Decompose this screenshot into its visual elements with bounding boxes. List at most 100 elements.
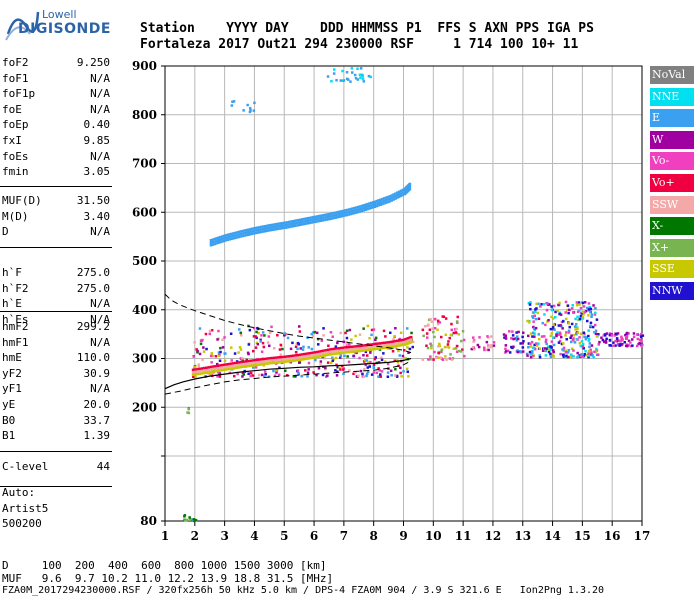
echo-point [437, 351, 441, 355]
trace-point [265, 357, 269, 360]
trace-point [256, 361, 259, 364]
param-clevel: C-level 44 [2, 460, 110, 476]
echo-point [603, 340, 606, 344]
trace-point [368, 346, 371, 349]
trace-point [401, 188, 405, 192]
trace-point [370, 201, 373, 205]
trace-point [252, 359, 256, 362]
echo-point [429, 342, 432, 346]
trace-point [297, 221, 300, 224]
echo-point [247, 352, 250, 356]
echo-point [245, 358, 248, 362]
y-tick-label: 200 [132, 400, 157, 414]
trace-point [397, 344, 401, 347]
echo-point [281, 347, 284, 351]
echo-point [386, 371, 390, 374]
echo-point [554, 310, 557, 314]
param-b1: B1 1.39 [2, 429, 110, 445]
echo-point [562, 320, 565, 323]
echo-point [594, 323, 597, 327]
echo-point [485, 340, 489, 344]
echo-point [581, 301, 585, 305]
param-label: MUF(D) [2, 194, 42, 207]
echo-point [432, 358, 435, 361]
trace-point [401, 338, 405, 342]
trace-point [217, 236, 220, 239]
echo-point [547, 319, 550, 322]
trace-point [401, 343, 405, 347]
trace-point [315, 217, 319, 221]
echo-point [406, 327, 409, 330]
footer-distance-row: D 100 200 400 600 800 1000 1500 3000 [km… [2, 559, 327, 572]
param-label: h`Es [2, 312, 29, 326]
trace-point [297, 218, 300, 222]
echo-point [533, 343, 536, 347]
echo-point [534, 317, 538, 321]
trace-point [310, 218, 313, 222]
echo-point [260, 350, 264, 353]
trace-point [355, 208, 358, 212]
echo-point [444, 333, 447, 336]
trace-point [215, 242, 218, 245]
echo-point [557, 303, 560, 307]
trace-point [394, 342, 397, 345]
echo-point [183, 515, 186, 518]
echo-point [504, 347, 507, 351]
trace-point [321, 219, 324, 222]
trace-point [401, 191, 405, 194]
trace-point [274, 361, 278, 364]
echo-point [251, 374, 255, 377]
echo-point [578, 336, 581, 339]
trace-point [396, 342, 399, 345]
trace-point [243, 365, 246, 368]
echo-point [366, 372, 369, 375]
echo-point [640, 339, 643, 342]
trace-point [267, 229, 270, 232]
param-hes: h`Es N/A [2, 313, 110, 329]
trace-point [301, 353, 304, 356]
trace-point [325, 353, 328, 357]
echo-point [278, 366, 281, 369]
echo-point [421, 328, 425, 332]
echo-point [267, 335, 271, 338]
trace-point [297, 353, 300, 357]
echo-point [369, 351, 372, 354]
echo-point [359, 369, 363, 373]
echo-point [516, 337, 520, 341]
trace-point [211, 367, 215, 371]
trace-point [271, 359, 274, 362]
echo-point [223, 336, 226, 339]
trace-point [327, 353, 330, 356]
trace-point [207, 371, 210, 374]
trace-point [271, 361, 274, 365]
echo-point [334, 345, 338, 348]
echo-point [624, 344, 628, 348]
echo-point [199, 342, 203, 346]
trace-point [276, 222, 280, 226]
param-value: N/A [90, 149, 110, 163]
echo-point [235, 360, 239, 363]
echo-point [359, 67, 363, 70]
trace-point [329, 348, 332, 351]
trace-point [371, 348, 375, 351]
trace-point [239, 232, 242, 236]
echo-point [588, 338, 591, 341]
trace-point [327, 213, 330, 216]
echo-point [377, 367, 380, 370]
trace-point [375, 204, 379, 208]
echo-point [236, 372, 239, 376]
trace-point [325, 218, 328, 221]
echo-point [389, 347, 392, 350]
trace-point [310, 351, 313, 355]
echo-point [322, 327, 325, 330]
param-fof1: foF1 N/A [2, 72, 110, 88]
echo-point [382, 352, 385, 355]
echo-point [188, 518, 191, 521]
echo-point [502, 333, 506, 336]
echo-point [483, 348, 486, 352]
trace-point [340, 210, 343, 213]
trace-point [325, 215, 328, 219]
echo-point [572, 355, 575, 358]
trace-point [351, 207, 354, 210]
trace-point [410, 338, 413, 341]
